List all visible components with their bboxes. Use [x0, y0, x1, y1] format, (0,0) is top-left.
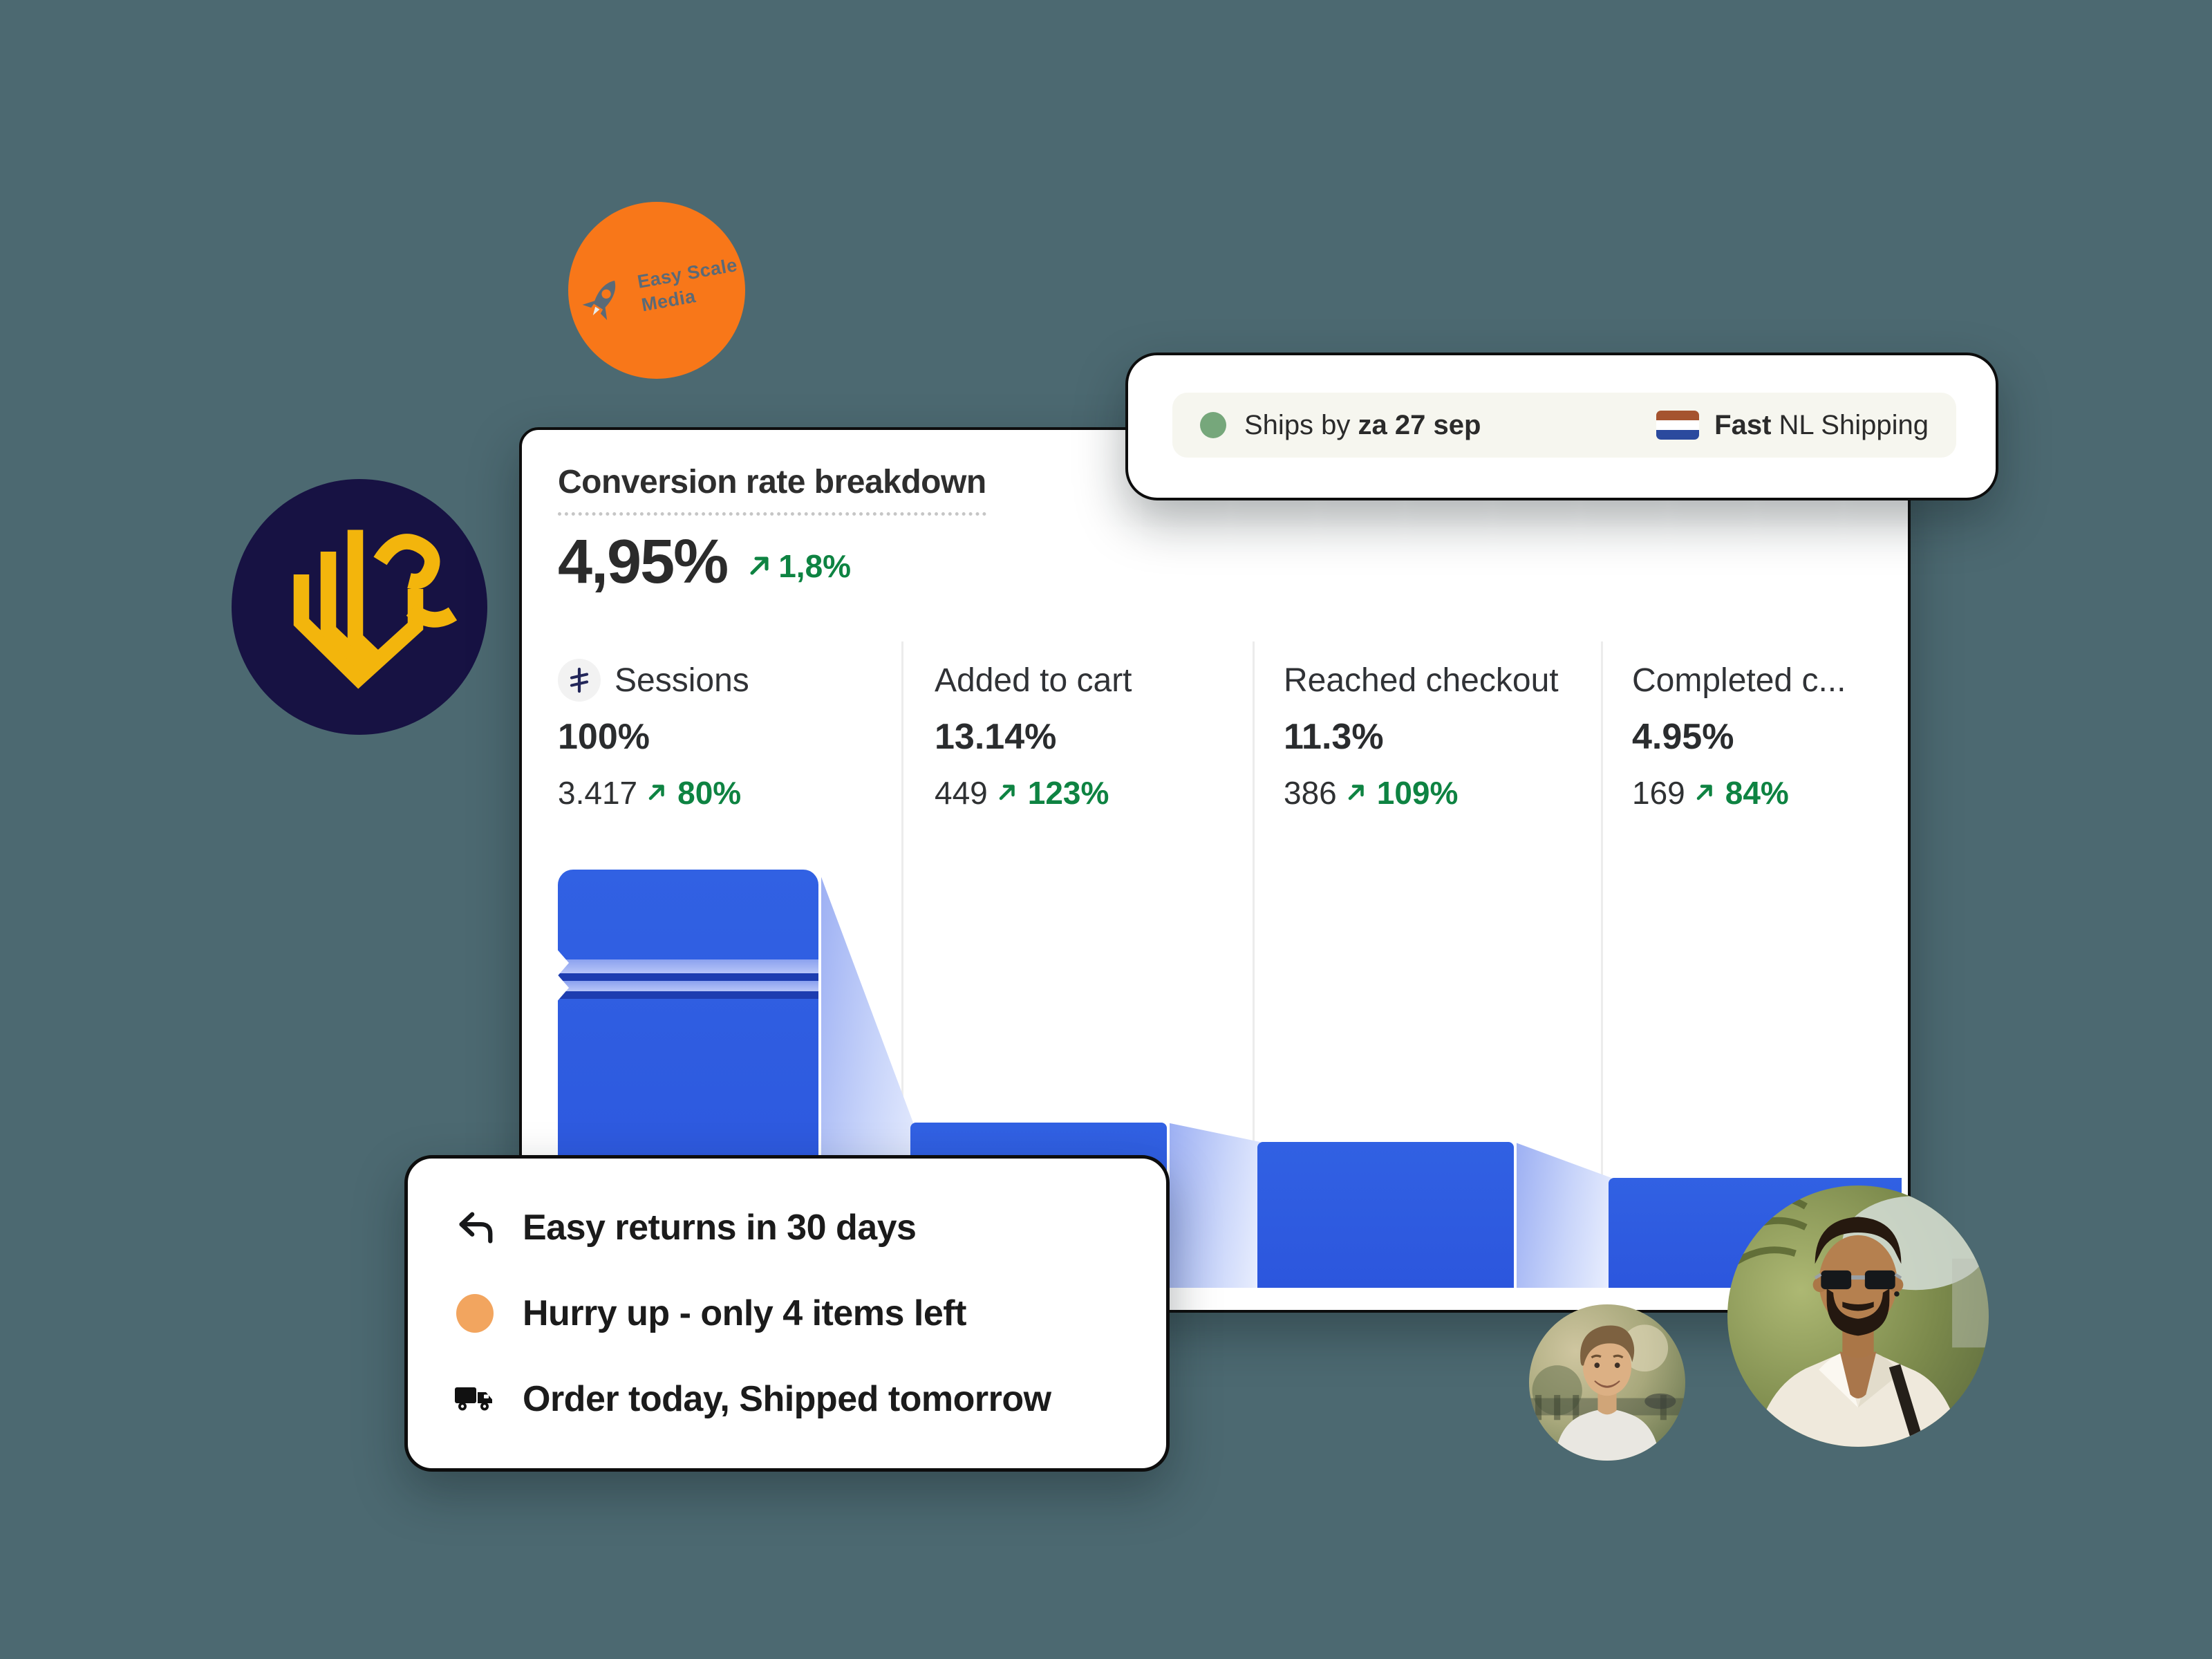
step-delta: 80%: [677, 775, 742, 811]
benefit-text: Order today, Shipped tomorrow: [523, 1379, 1051, 1419]
stock-dot: [456, 1294, 494, 1333]
sessions-icon: [558, 659, 601, 702]
rocket-icon: [574, 269, 634, 332]
headline-delta-value: 1,8%: [778, 548, 852, 584]
dashboard-title: Conversion rate breakdown: [558, 463, 986, 516]
column-divider: [1253, 641, 1255, 1288]
axis-break-stripe: [558, 959, 818, 973]
benefit-text: Hurry up - only 4 items left: [523, 1293, 966, 1333]
step-label: Added to cart: [935, 662, 1132, 699]
brand-logo: [232, 479, 487, 735]
shipping-info-inner: Ships by za 27 sep Fast NL Shipping: [1172, 393, 1956, 458]
benefit-row-shipping: Order today, Shipped tomorrow: [452, 1371, 1166, 1427]
ships-by-date: za 27 sep: [1358, 409, 1481, 440]
benefit-row-stock: Hurry up - only 4 items left: [452, 1286, 1166, 1341]
step-count: 169: [1632, 775, 1685, 811]
axis-break-stripe: [558, 981, 818, 991]
benefit-text: Easy returns in 30 days: [523, 1208, 917, 1248]
headline-metric: 4,95% 1,8%: [558, 531, 851, 593]
brand-mark-icon: [256, 502, 463, 713]
funnel-step-completed-checkout: Completed c... 4.95% 169 84%: [1632, 658, 1964, 812]
benefit-row-returns: Easy returns in 30 days: [452, 1200, 1166, 1255]
column-divider: [1601, 641, 1603, 1288]
trend-up-icon: [1695, 781, 1716, 805]
funnel-transition: [1514, 1142, 1611, 1288]
step-label: Completed c...: [1632, 662, 1846, 699]
funnel-transition: [1167, 1123, 1260, 1288]
customer-avatar-large: [1727, 1185, 1989, 1447]
funnel-bar-reached-checkout: [1257, 1142, 1514, 1288]
customer-avatar-small: [1529, 1304, 1685, 1461]
axis-break-stripe: [558, 991, 818, 999]
carrier-label: NL Shipping: [1779, 409, 1929, 440]
nl-flag-icon: [1656, 411, 1700, 440]
break-notch: [555, 947, 569, 979]
step-label: Reached checkout: [1284, 662, 1559, 699]
ships-by-label: Ships by: [1244, 409, 1358, 440]
step-count: 386: [1284, 775, 1337, 811]
headline-value: 4,95%: [558, 527, 729, 597]
truck-icon: [452, 1377, 498, 1421]
funnel-step-sessions: Sessions 100% 3.417 80%: [558, 658, 890, 812]
step-delta: 123%: [1027, 775, 1109, 811]
trend-up-icon: [1347, 781, 1367, 805]
break-notch: [555, 972, 569, 1004]
step-count: 449: [935, 775, 988, 811]
step-percent: 13.14%: [935, 717, 1057, 757]
funnel-step-reached-checkout: Reached checkout 11.3% 386 109%: [1284, 658, 1615, 812]
step-percent: 11.3%: [1284, 717, 1384, 757]
carrier-emphasis: Fast: [1714, 409, 1772, 440]
column-divider: [901, 641, 903, 1288]
trend-up-icon: [647, 781, 668, 805]
trend-up-icon: [748, 547, 773, 585]
easy-scale-media-badge: Easy Scale Media: [568, 202, 745, 379]
status-dot: [1200, 412, 1226, 438]
store-benefits-card: Easy returns in 30 days Hurry up - only …: [404, 1155, 1170, 1472]
step-count: 3.417: [558, 775, 638, 811]
shipping-info-card: Ships by za 27 sep Fast NL Shipping: [1125, 353, 1998, 500]
step-delta: 109%: [1376, 775, 1459, 811]
step-percent: 4.95%: [1632, 717, 1734, 757]
axis-break-stripe: [558, 973, 818, 981]
funnel-step-added-to-cart: Added to cart 13.14% 449 123%: [935, 658, 1266, 812]
step-percent: 100%: [558, 717, 650, 757]
step-label: Sessions: [615, 662, 749, 699]
return-arrow-icon: [452, 1206, 498, 1249]
step-delta: 84%: [1725, 775, 1789, 811]
trend-up-icon: [997, 781, 1018, 805]
